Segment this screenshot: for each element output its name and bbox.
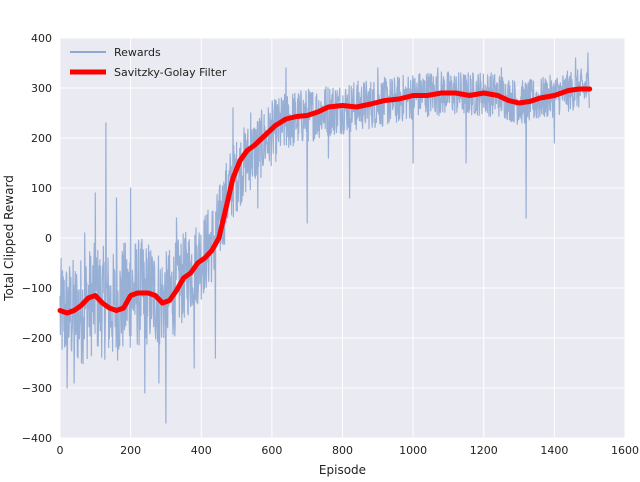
- x-tick-label: 400: [191, 444, 212, 457]
- y-tick-label: −300: [22, 382, 52, 395]
- series-rewards-line: [59, 52, 590, 424]
- x-tick-label: 800: [332, 444, 353, 457]
- y-tick-label: 100: [31, 182, 52, 195]
- legend: Rewards Savitzky-Golay Filter: [70, 46, 227, 79]
- y-tick-label: −100: [22, 282, 52, 295]
- x-axis-label: Episode: [319, 463, 366, 477]
- x-tick-labels: 0 200 400 600 800 1000 1200 1400 1600: [57, 444, 640, 457]
- series-savgol-line: [57, 86, 593, 316]
- x-tick-label: 1000: [399, 444, 427, 457]
- y-tick-label: 200: [31, 132, 52, 145]
- y-tick-label: 0: [45, 232, 52, 245]
- x-tick-label: 200: [120, 444, 141, 457]
- y-tick-labels: −400 −300 −200 −100 0 100 200 300 400: [22, 32, 52, 445]
- x-tick-label: 600: [261, 444, 282, 457]
- legend-label-savgol: Savitzky-Golay Filter: [114, 66, 227, 79]
- y-tick-label: −400: [22, 432, 52, 445]
- x-tick-label: 1200: [470, 444, 498, 457]
- x-tick-label: 1400: [540, 444, 568, 457]
- y-axis-label: Total Clipped Reward: [2, 175, 16, 302]
- y-tick-label: −200: [22, 332, 52, 345]
- series-layer: [57, 52, 593, 424]
- y-tick-label: 300: [31, 82, 52, 95]
- legend-label-rewards: Rewards: [114, 46, 161, 59]
- x-tick-label: 1600: [611, 444, 639, 457]
- x-tick-label: 0: [57, 444, 64, 457]
- y-tick-label: 400: [31, 32, 52, 45]
